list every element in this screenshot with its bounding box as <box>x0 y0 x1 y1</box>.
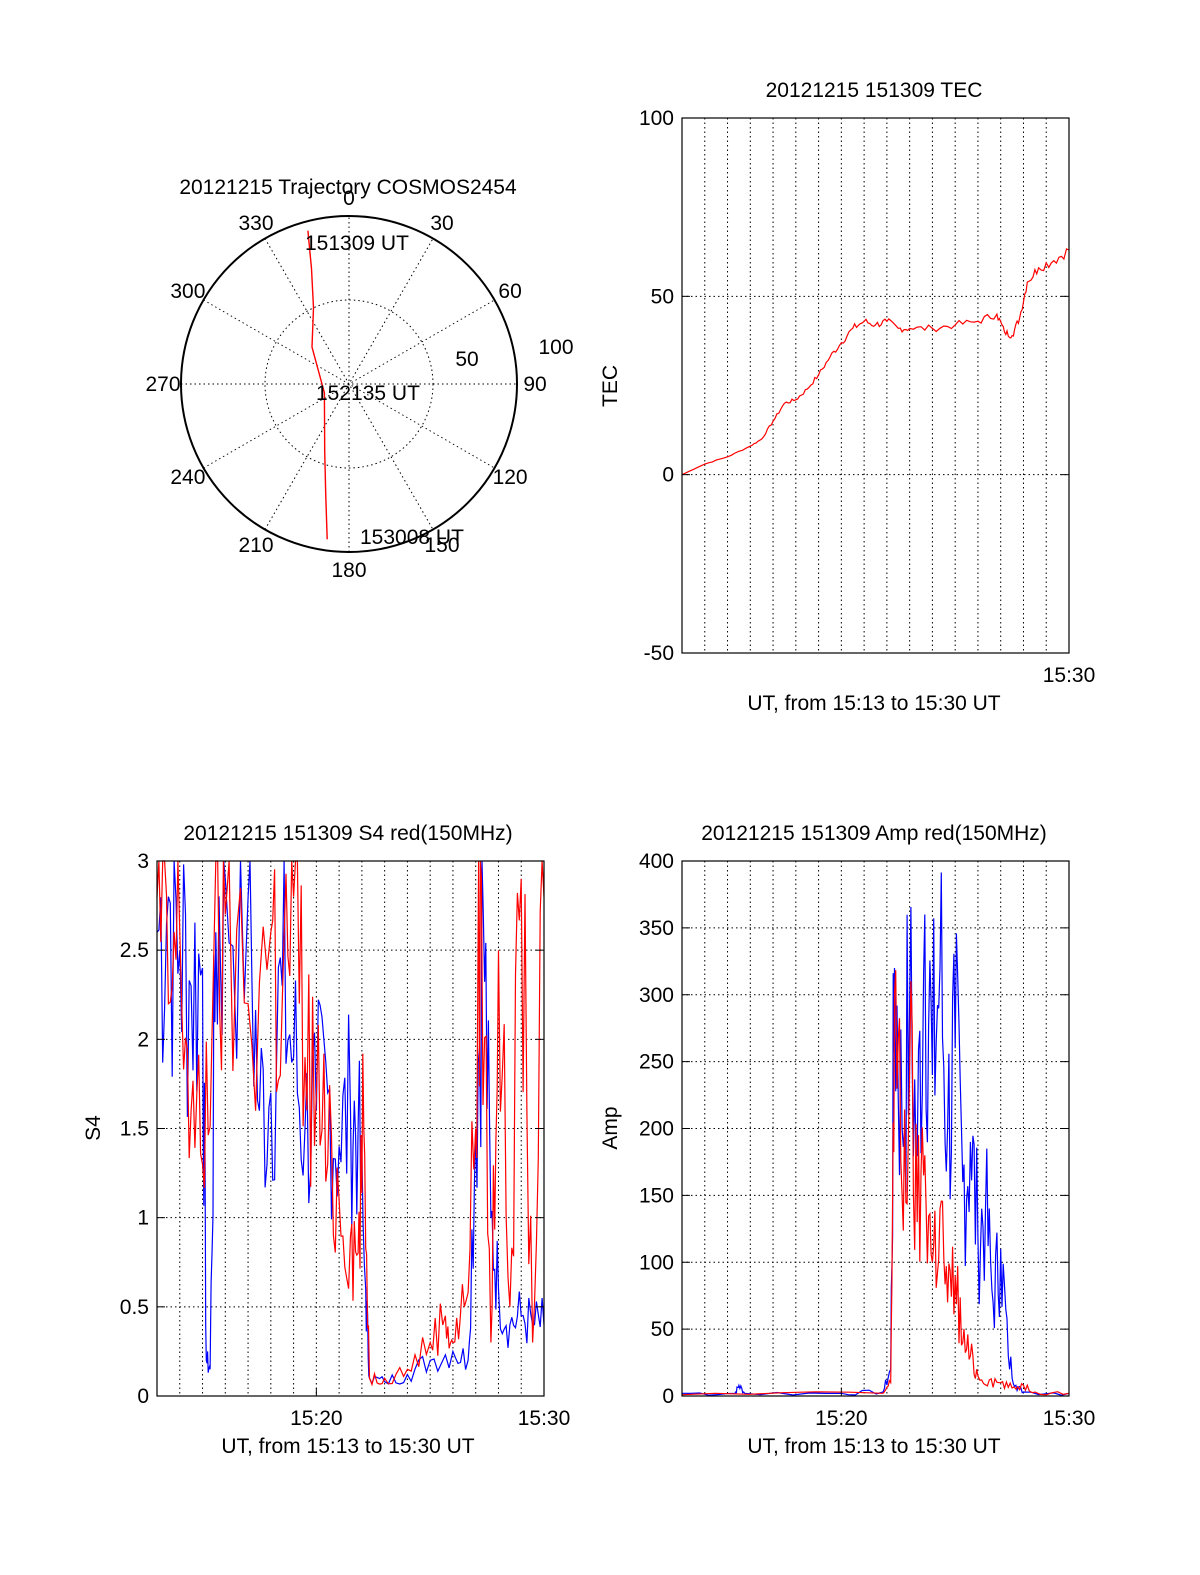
s4-axes: 0 0.5 1 1.5 2 2.5 3 15:20 15:30 <box>120 850 570 1430</box>
trajectory-radius-label: 100 <box>538 336 573 359</box>
trajectory-spoke <box>264 238 434 530</box>
amp-ytick-label: 350 <box>639 917 674 940</box>
s4-grid <box>157 861 544 1396</box>
tec-series-red-line <box>681 248 1070 476</box>
tec-ytick-label: 0 <box>662 464 674 487</box>
amp-ylabel: Amp <box>599 1106 622 1149</box>
tec-title: 20121215 151309 TEC <box>766 79 983 102</box>
tec-xlabel: UT, from 15:13 to 15:30 UT <box>747 692 1000 715</box>
trajectory-panel: 20121215 Trajectory COSMOS2454 0 30 60 90 12… <box>145 176 573 582</box>
tec-ylabel: TEC <box>599 365 622 407</box>
trajectory-angle-label: 120 <box>493 466 528 489</box>
s4-ylabel: S4 <box>82 1115 105 1141</box>
s4-ytick-label: 2.5 <box>120 939 149 962</box>
s4-ytick-label: 1.5 <box>120 1118 149 1141</box>
trajectory-angle-label: 240 <box>170 466 205 489</box>
s4-plot-frame <box>156 860 545 1397</box>
tec-series <box>681 248 1070 476</box>
amp-plot-frame <box>681 860 1070 1397</box>
amp-ytick-label: 300 <box>639 984 674 1007</box>
amp-ytick-label: 200 <box>639 1118 674 1141</box>
tec-xtick-label: 15:30 <box>1043 664 1096 687</box>
s4-ytick-label: 1 <box>137 1207 149 1230</box>
s4-title: 20121215 151309 S4 red(150MHz) <box>183 822 512 845</box>
trajectory-radius-label: 50 <box>455 348 478 371</box>
s4-xtick-label: 15:20 <box>290 1407 343 1430</box>
s4-xtick-label: 15:30 <box>518 1407 571 1430</box>
trajectory-angle-label: 270 <box>145 373 180 396</box>
tec-panel: 20121215 151309 TEC -50 0 50 100 15:30 UT, f… <box>599 79 1095 715</box>
trajectory-angle-label: 60 <box>498 280 521 303</box>
s4-series-blue-line <box>156 860 545 1386</box>
s4-ytick-label: 0.5 <box>120 1296 149 1319</box>
amp-xlabel: UT, from 15:13 to 15:30 UT <box>747 1435 1000 1458</box>
amp-ytick-label: 50 <box>651 1318 674 1341</box>
amp-title: 20121215 151309 Amp red(150MHz) <box>701 822 1047 845</box>
amp-ytick-label: 100 <box>639 1251 674 1274</box>
trajectory-angle-label: 90 <box>523 373 546 396</box>
amp-series-red-line <box>681 970 1070 1396</box>
trajectory-end-label: 153008 UT <box>360 526 464 549</box>
tec-ytick-label: 100 <box>639 107 674 130</box>
amp-ytick-label: 150 <box>639 1184 674 1207</box>
trajectory-angle-label: 30 <box>430 212 453 235</box>
amp-series-blue-line <box>681 872 1070 1396</box>
trajectory-angle-label: 210 <box>238 534 273 557</box>
trajectory-grid <box>180 215 518 553</box>
amp-xtick-label: 15:20 <box>815 1407 868 1430</box>
amp-series <box>681 872 1070 1396</box>
trajectory-angle-label: 330 <box>238 212 273 235</box>
tec-grid <box>682 118 1069 653</box>
trajectory-path <box>307 230 328 540</box>
amp-grid <box>682 861 1069 1396</box>
amp-xtick-label: 15:30 <box>1043 1407 1096 1430</box>
trajectory-start-label: 151309 UT <box>305 232 409 255</box>
amp-ytick-label: 0 <box>662 1385 674 1408</box>
s4-ytick-label: 2 <box>137 1028 149 1051</box>
tec-ytick-label: 50 <box>651 285 674 308</box>
trajectory-angle-label: 0 <box>343 187 355 210</box>
s4-panel: 20121215 151309 S4 red(150MHz) 0 0.5 1 1.5 2… <box>82 822 570 1458</box>
tec-axes: -50 0 50 100 15:30 <box>639 107 1095 687</box>
trajectory-angle-labels: 0 30 60 90 120 150 180 210 240 270 300 330 50 100 <box>145 187 573 582</box>
trajectory-title: 20121215 Trajectory COSMOS2454 <box>179 176 517 199</box>
tec-ytick-label: -50 <box>644 642 674 665</box>
trajectory-series <box>307 230 328 540</box>
amp-ytick-label: 250 <box>639 1051 674 1074</box>
tec-plot-frame <box>681 117 1070 654</box>
trajectory-angle-label: 180 <box>331 559 366 582</box>
trajectory-angle-label: 300 <box>170 280 205 303</box>
trajectory-angle-label: 150 <box>424 534 459 557</box>
trajectory-mid-label: 152135 UT <box>316 382 420 405</box>
s4-ytick-label: 3 <box>137 850 149 873</box>
s4-xlabel: UT, from 15:13 to 15:30 UT <box>221 1435 474 1458</box>
amp-axes: 0 50 100 150 200 250 300 350 400 15:20 15:30 <box>639 850 1095 1430</box>
amp-panel: 20121215 151309 Amp red(150MHz) 0 50 100 15… <box>599 822 1095 1458</box>
s4-ytick-label: 0 <box>137 1385 149 1408</box>
amp-ytick-label: 400 <box>639 850 674 873</box>
